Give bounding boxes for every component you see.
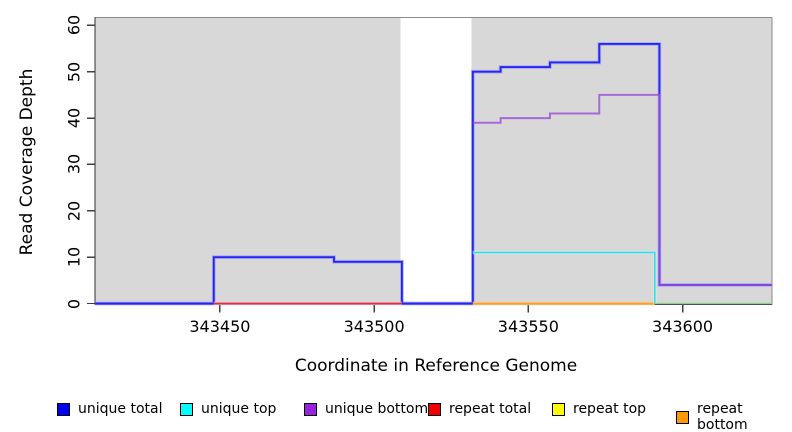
legend-item-repeat-bottom: repeat bottom	[676, 401, 792, 432]
y-tick-label: 50	[64, 61, 84, 82]
y-tick-label: 10	[64, 246, 84, 268]
y-tick-label: 30	[64, 154, 84, 175]
y-tick-label: 40	[64, 107, 84, 129]
legend-item-unique-top: unique top	[180, 401, 276, 417]
x-tick-label: 343450	[189, 317, 251, 336]
y-axis-title: Read Coverage Depth	[17, 68, 37, 256]
legend-swatch-repeat-bottom	[676, 410, 689, 424]
x-tick-label: 343550	[497, 317, 559, 336]
legend-item-unique-bottom: unique bottom	[304, 401, 428, 417]
legend-label: unique total	[78, 401, 163, 417]
y-tick-label: 20	[64, 200, 84, 221]
series-unique-top	[472, 251, 656, 304]
legend-label: repeat total	[449, 401, 532, 417]
legend-label: unique bottom	[325, 401, 429, 417]
legend-label: repeat bottom	[697, 401, 748, 432]
legend-label: unique top	[201, 401, 277, 417]
legend-swatch-unique-top	[180, 402, 193, 416]
y-tick-label: 60	[64, 15, 84, 36]
x-axis-title: Coordinate in Reference Genome	[294, 356, 578, 376]
y-tick-label: 0	[64, 298, 84, 309]
legend-item-repeat-total: repeat total	[428, 401, 531, 417]
legend-item-unique-total: unique total	[57, 401, 162, 417]
legend-swatch-unique-total	[57, 402, 70, 416]
legend-label: repeat top	[573, 401, 647, 417]
legend-item-repeat-top: repeat top	[552, 401, 646, 417]
legend-swatch-repeat-total	[428, 402, 441, 416]
legend-swatch-unique-bottom	[304, 402, 317, 416]
masked-region	[400, 17, 472, 305]
series-unique-bottom	[472, 93, 772, 286]
series-unique-total	[95, 42, 772, 305]
x-tick-label: 343500	[343, 317, 405, 336]
legend-swatch-repeat-top	[552, 402, 565, 416]
x-tick-label: 343600	[652, 317, 714, 336]
